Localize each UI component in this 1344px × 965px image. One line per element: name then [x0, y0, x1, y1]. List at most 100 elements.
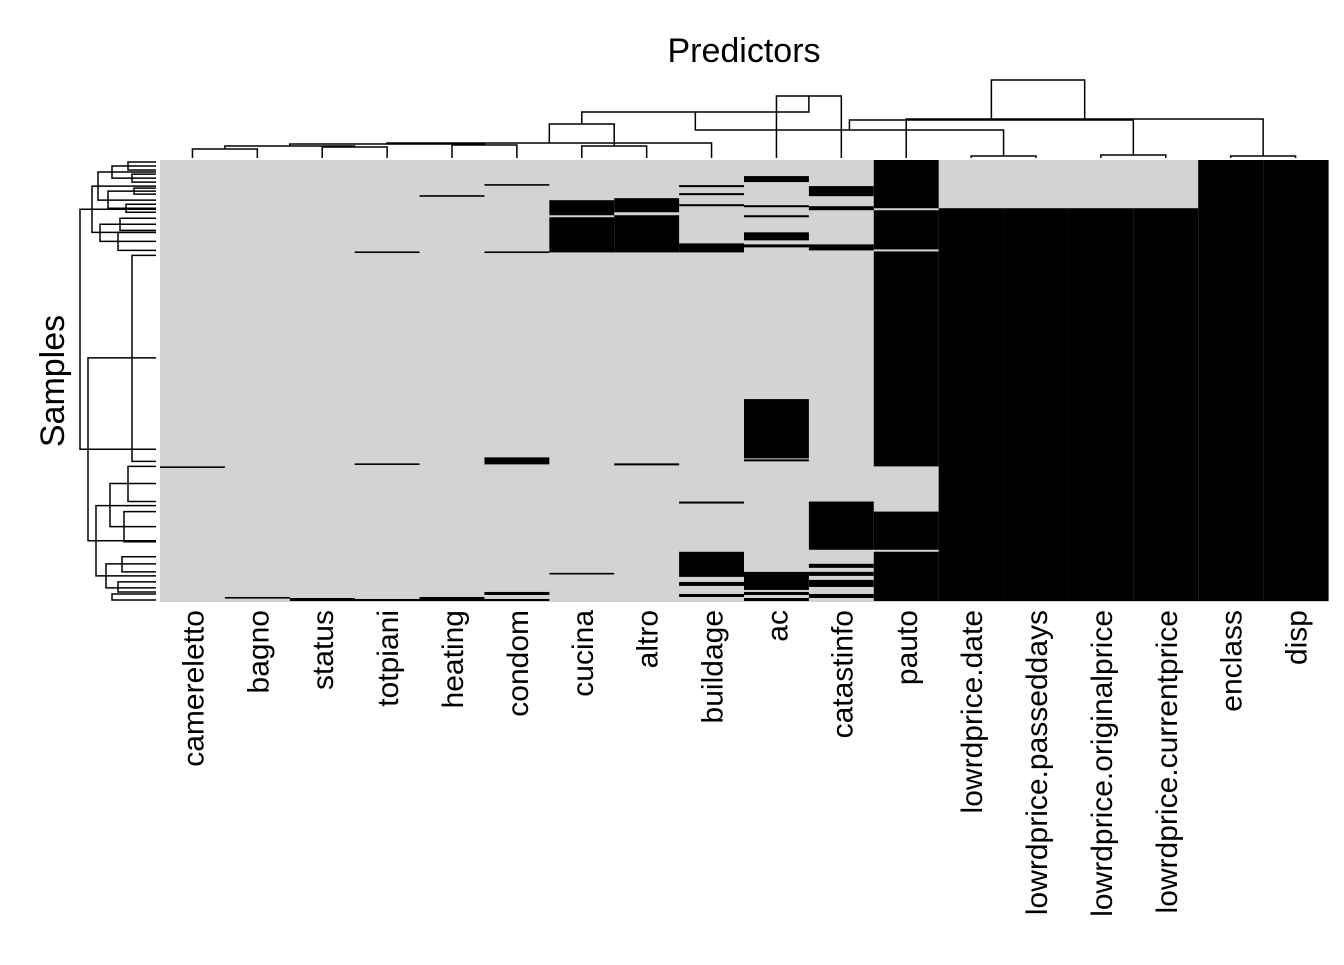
cell-missing-ac-0: [744, 176, 810, 183]
cell-missing-ac-9: [744, 597, 810, 601]
cell-missing-cucina-2: [549, 572, 615, 575]
column-dendrogram-link: [990, 79, 1086, 120]
cell-present-camereletto: [160, 160, 226, 602]
cell-missing-pauto-3: [873, 511, 940, 550]
cell-missing-condom-0: [484, 184, 550, 186]
column-label-disp: disp: [1281, 610, 1314, 665]
cell-missing-lowrdprice.passeddays-0: [1003, 208, 1070, 601]
chart-title: Predictors: [667, 32, 820, 70]
column-label-catastinfo: catastinfo: [826, 610, 859, 738]
cell-missing-pauto-2: [873, 251, 940, 467]
cell-present-condom: [484, 160, 550, 602]
heatmap-column-camereletto: [160, 160, 226, 602]
column-label-status: status: [307, 610, 340, 690]
column-label-heating: heating: [437, 610, 470, 708]
heatmap-column-lowrdprice.passeddays: [1003, 160, 1070, 602]
row-dendrogram-link: [79, 208, 156, 451]
cell-missing-altro-0: [614, 198, 680, 213]
cell-missing-altro-1: [614, 215, 680, 253]
cell-missing-catastinfo-0: [808, 186, 875, 197]
cell-missing-totpiani-2: [354, 598, 421, 601]
cell-missing-ac-6: [744, 459, 810, 462]
cell-present-totpiani: [354, 160, 421, 602]
cell-missing-catastinfo-4: [808, 563, 875, 568]
row-dendrogram-link: [117, 581, 156, 593]
cell-missing-disp-0: [1263, 160, 1329, 601]
heatmap-column-altro: [614, 160, 680, 602]
cell-missing-totpiani-1: [354, 463, 421, 465]
column-label-condom: condom: [502, 610, 535, 717]
column-label-cucina: cucina: [567, 610, 600, 697]
cell-missing-catastinfo-5: [808, 571, 875, 576]
cell-missing-condom-2: [484, 457, 550, 465]
column-dendrogram-link: [321, 146, 388, 158]
column-label-altro: altro: [632, 610, 665, 668]
cell-missing-lowrdprice.currentprice-0: [1133, 208, 1199, 601]
cell-missing-buildage-0: [679, 185, 745, 188]
cell-missing-cucina-0: [549, 200, 615, 216]
cell-missing-buildage-2: [679, 204, 745, 207]
row-dendrogram: [79, 161, 156, 601]
cell-missing-catastinfo-2: [808, 244, 875, 251]
cell-missing-lowrdprice.date-0: [938, 208, 1005, 601]
cell-missing-buildage-7: [679, 593, 745, 597]
column-dendrogram-link: [581, 145, 648, 158]
cell-missing-buildage-1: [679, 193, 745, 196]
cell-missing-buildage-5: [679, 551, 745, 577]
heatmap-column-enclass: [1198, 160, 1264, 602]
cell-present-ac: [744, 160, 810, 602]
column-label-enclass: enclass: [1216, 610, 1249, 712]
column-dendrogram-link: [1229, 155, 1297, 158]
cell-missing-catastinfo-3: [808, 501, 875, 550]
column-dendrogram-link: [970, 155, 1037, 158]
cell-missing-ac-8: [744, 591, 810, 595]
heatmap-column-disp: [1263, 160, 1329, 602]
heatmap-column-lowrdprice.currentprice: [1133, 160, 1199, 602]
column-dendrogram-link: [191, 148, 259, 158]
column-label-lowrdprice.passeddays: lowrdprice.passeddays: [1021, 610, 1054, 915]
cell-missing-pauto-0: [873, 160, 940, 209]
heatmap-column-cucina: [549, 160, 615, 602]
heatmap-column-condom: [484, 160, 550, 602]
column-dendrogram-link: [848, 119, 1135, 155]
column-dendrogram-link: [386, 142, 713, 158]
column-dendrogram: [191, 79, 1297, 158]
column-label-lowrdprice.date: lowrdprice.date: [956, 610, 989, 813]
column-label-totpiani: totpiani: [372, 610, 405, 707]
cell-missing-status-0: [289, 597, 356, 601]
cell-missing-condom-1: [484, 251, 550, 254]
column-dendrogram-link: [451, 144, 518, 158]
heatmap-column-lowrdprice.date: [938, 160, 1005, 602]
cell-missing-buildage-4: [679, 501, 745, 504]
heatmap-column-bagno: [224, 160, 291, 602]
cell-missing-buildage-6: [679, 581, 745, 586]
cell-missing-camereletto-0: [160, 466, 226, 468]
heatmap-cells: [160, 160, 1329, 602]
heatmap-column-totpiani: [354, 160, 421, 602]
heatmap-column-heating: [419, 160, 486, 602]
cell-missing-ac-5: [744, 399, 810, 459]
cell-present-buildage: [679, 160, 745, 602]
cell-missing-heating-1: [419, 596, 486, 601]
cell-missing-pauto-1: [873, 210, 940, 250]
row-dendrogram-link: [111, 593, 156, 601]
cell-missing-lowrdprice.originalprice-0: [1068, 208, 1134, 601]
column-label-lowrdprice.originalprice: lowrdprice.originalprice: [1086, 610, 1119, 917]
cell-missing-bagno-0: [224, 596, 291, 599]
cell-present-heating: [419, 160, 486, 602]
column-label-bagno: bagno: [242, 610, 275, 693]
cell-missing-condom-3: [484, 591, 550, 595]
column-dendrogram-link: [1100, 154, 1167, 158]
column-label-pauto: pauto: [891, 610, 924, 685]
cell-missing-altro-2: [614, 463, 680, 466]
cell-missing-pauto-4: [873, 551, 940, 601]
cell-missing-enclass-0: [1198, 160, 1264, 601]
cell-missing-ac-1: [744, 205, 810, 208]
cell-missing-ac-2: [744, 215, 810, 218]
cell-missing-catastinfo-7: [808, 593, 875, 598]
column-label-camereletto: camereletto: [177, 610, 210, 767]
heatmap-column-buildage: [679, 160, 745, 602]
cell-missing-cucina-1: [549, 217, 615, 253]
